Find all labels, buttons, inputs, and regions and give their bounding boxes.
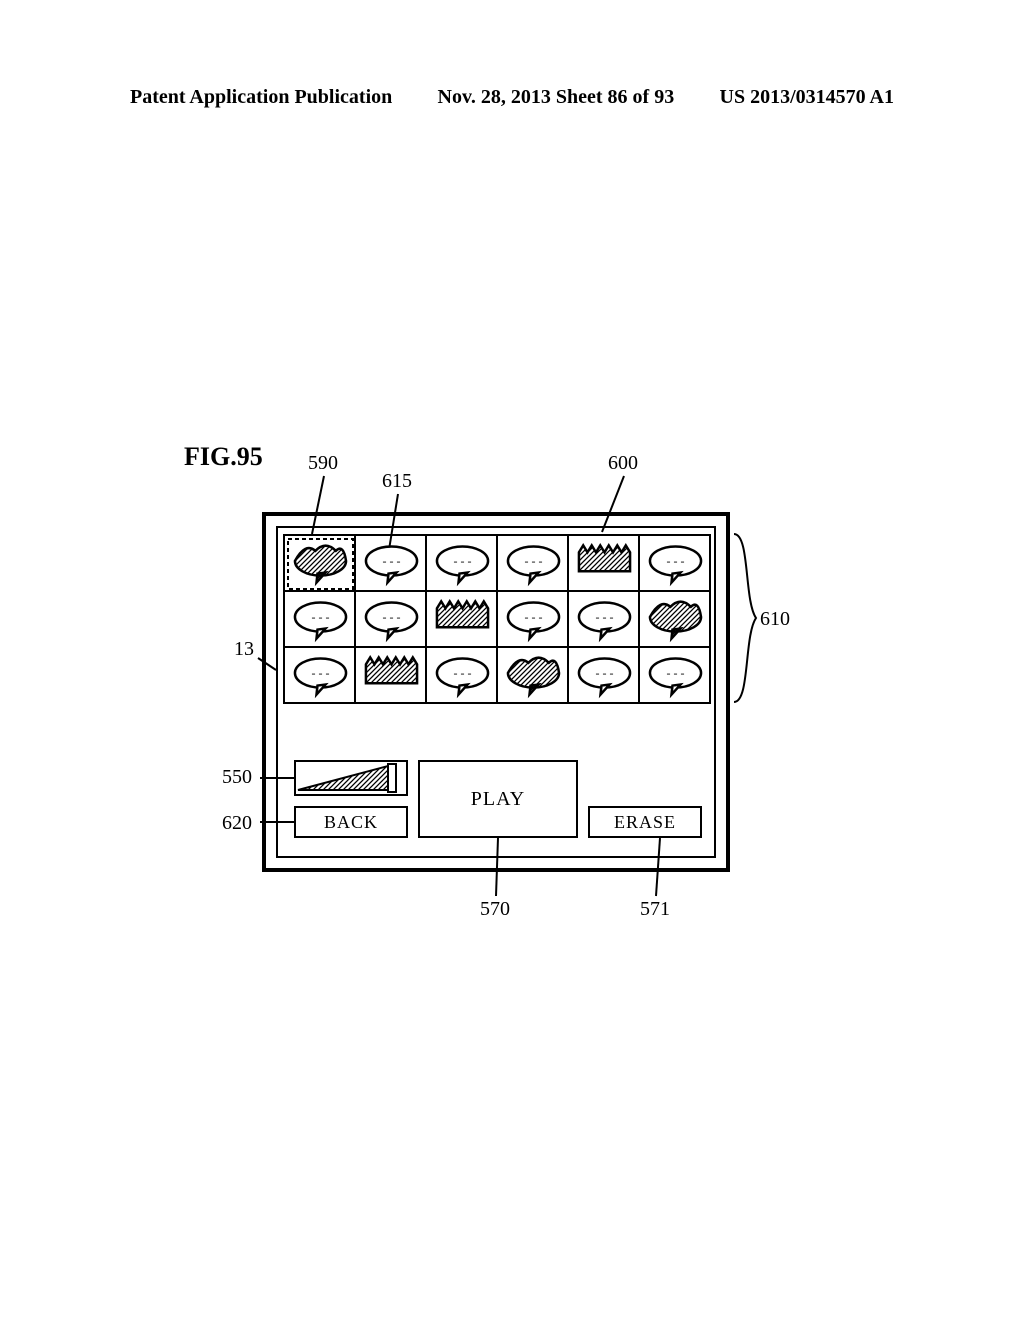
svg-text:- - -: - - -: [525, 610, 543, 624]
svg-text:- - -: - - -: [454, 554, 472, 568]
grid-cell[interactable]: - - -: [425, 534, 498, 592]
svg-text:- - -: - - -: [596, 666, 614, 680]
ref-571: 571: [640, 898, 670, 921]
ref-13: 13: [234, 638, 254, 661]
back-button-label: BACK: [324, 812, 378, 833]
ref-615: 615: [382, 470, 412, 493]
header-left: Patent Application Publication: [130, 86, 392, 109]
page-header: Patent Application Publication Nov. 28, …: [0, 86, 1024, 109]
grid-cell[interactable]: - - -: [283, 590, 356, 648]
figure-label: FIG.95: [184, 442, 263, 472]
volume-slider[interactable]: [294, 760, 408, 796]
grid-cell[interactable]: [638, 590, 711, 648]
grid-cell[interactable]: [567, 534, 640, 592]
grid-cell[interactable]: - - -: [567, 646, 640, 704]
grid-cell[interactable]: [496, 646, 569, 704]
header-center: Nov. 28, 2013 Sheet 86 of 93: [438, 86, 675, 109]
grid-cell[interactable]: [354, 646, 427, 704]
ref-570: 570: [480, 898, 510, 921]
grid-cell[interactable]: - - -: [638, 646, 711, 704]
erase-button-label: ERASE: [614, 812, 676, 833]
grid-cell[interactable]: - - -: [567, 590, 640, 648]
play-button[interactable]: PLAY: [418, 760, 578, 838]
svg-text:- - -: - - -: [667, 666, 685, 680]
back-button[interactable]: BACK: [294, 806, 408, 838]
ref-620: 620: [222, 812, 252, 835]
grid-cell[interactable]: - - -: [496, 534, 569, 592]
svg-text:- - -: - - -: [525, 554, 543, 568]
grid-cell[interactable]: - - -: [496, 590, 569, 648]
grid-cell[interactable]: - - -: [283, 646, 356, 704]
grid-cell[interactable]: - - -: [354, 590, 427, 648]
erase-button[interactable]: ERASE: [588, 806, 702, 838]
grid-cell[interactable]: - - -: [425, 646, 498, 704]
grid-cell[interactable]: [283, 534, 356, 592]
ref-550: 550: [222, 766, 252, 789]
svg-text:- - -: - - -: [312, 610, 330, 624]
svg-text:- - -: - - -: [667, 554, 685, 568]
svg-text:- - -: - - -: [454, 666, 472, 680]
grid-cell[interactable]: - - -: [354, 534, 427, 592]
play-button-label: PLAY: [471, 788, 525, 811]
ref-600: 600: [608, 452, 638, 475]
svg-text:- - -: - - -: [383, 554, 401, 568]
header-right: US 2013/0314570 A1: [720, 86, 894, 109]
grid-cell[interactable]: - - -: [638, 534, 711, 592]
svg-text:- - -: - - -: [383, 610, 401, 624]
ref-590: 590: [308, 452, 338, 475]
svg-text:- - -: - - -: [312, 666, 330, 680]
grid-cell[interactable]: [425, 590, 498, 648]
ref-610: 610: [760, 608, 790, 631]
svg-text:- - -: - - -: [596, 610, 614, 624]
